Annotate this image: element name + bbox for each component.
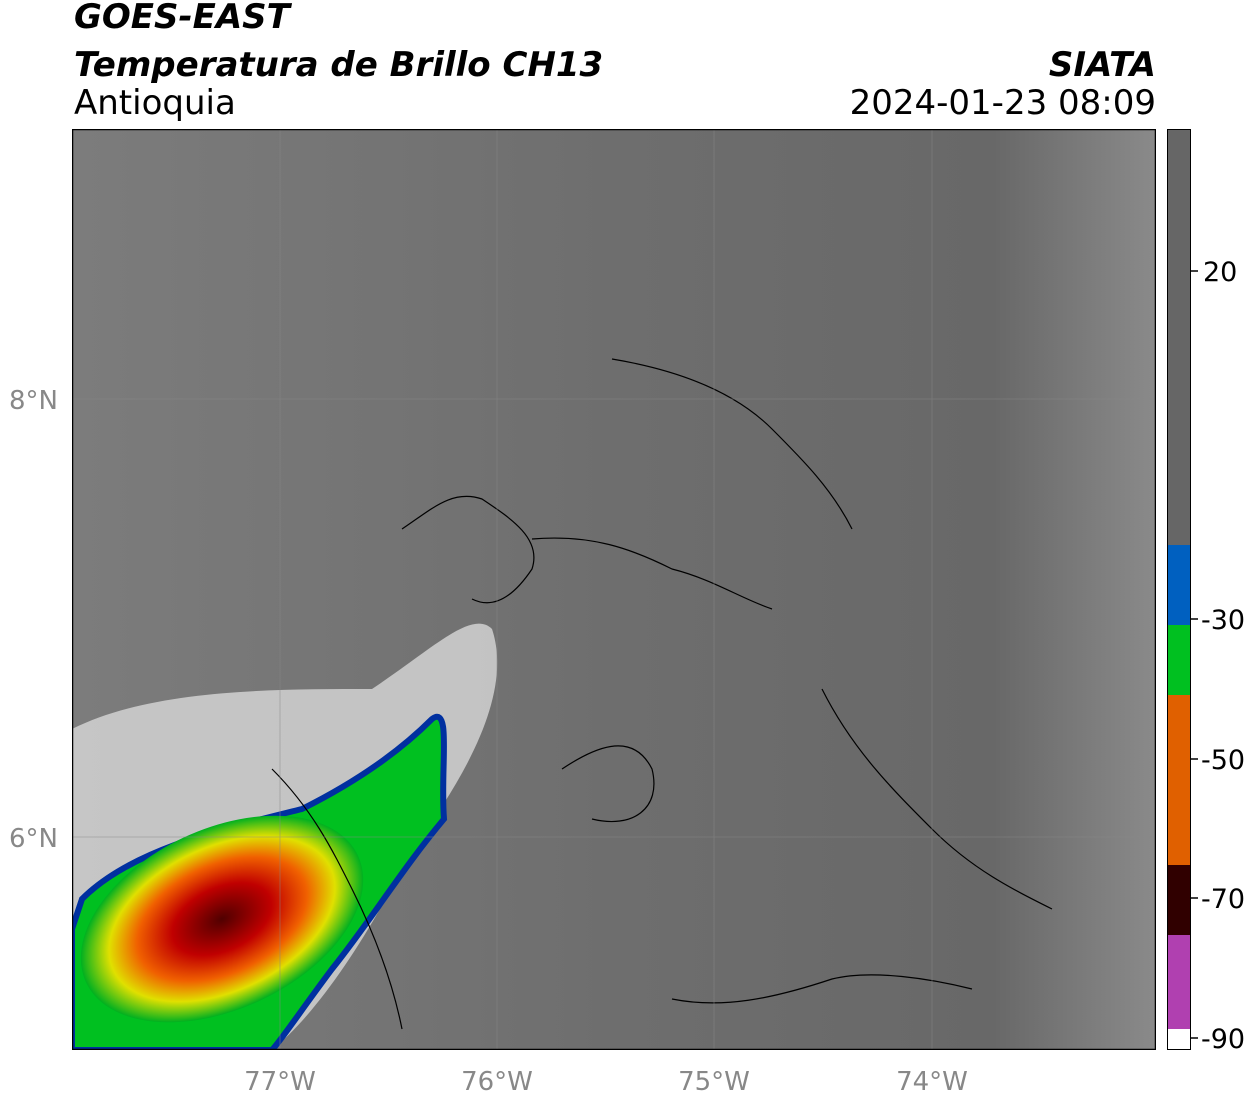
lon-tick-76w: 76°W xyxy=(461,1067,533,1097)
map-canvas xyxy=(72,129,1156,1050)
lon-tick-75w: 75°W xyxy=(678,1067,750,1097)
colorbar-tick-minus30: -30 xyxy=(1201,605,1245,636)
colorbar-bottom xyxy=(1168,1029,1190,1049)
colorbar-yellow-red xyxy=(1168,695,1190,865)
colorbar-green xyxy=(1168,625,1190,695)
region-label: Antioquia xyxy=(74,83,236,123)
lon-tick-77w: 77°W xyxy=(244,1067,316,1097)
timestamp-label: 2024-01-23 08:09 xyxy=(849,83,1156,123)
colorbar-dark xyxy=(1168,865,1190,935)
storm-core xyxy=(80,815,364,1023)
colorbar-pink-purple xyxy=(1168,935,1190,1029)
colorbar-tick-minus70: -70 xyxy=(1201,884,1245,915)
lat-tick-6n: 6°N xyxy=(9,824,58,854)
satellite-title: GOES-EAST xyxy=(74,0,290,37)
map-gridlines xyxy=(72,129,1156,1050)
colorbar-tick-minus90: -90 xyxy=(1201,1024,1245,1055)
colorbar-tick-minus50: -50 xyxy=(1201,745,1245,776)
colorbar-border xyxy=(1167,129,1191,1050)
satellite-map xyxy=(72,129,1156,1050)
agency-label: SIATA xyxy=(1048,45,1156,85)
product-title: Temperatura de Brillo CH13 xyxy=(74,45,604,85)
map-border xyxy=(72,129,1156,1050)
colorbar-gray xyxy=(1168,130,1190,545)
colorbar-cyan-blue xyxy=(1168,545,1190,625)
colorbar-tick-20: 20 xyxy=(1203,257,1237,288)
lat-tick-8n: 8°N xyxy=(9,386,58,416)
lon-tick-74w: 74°W xyxy=(896,1067,968,1097)
